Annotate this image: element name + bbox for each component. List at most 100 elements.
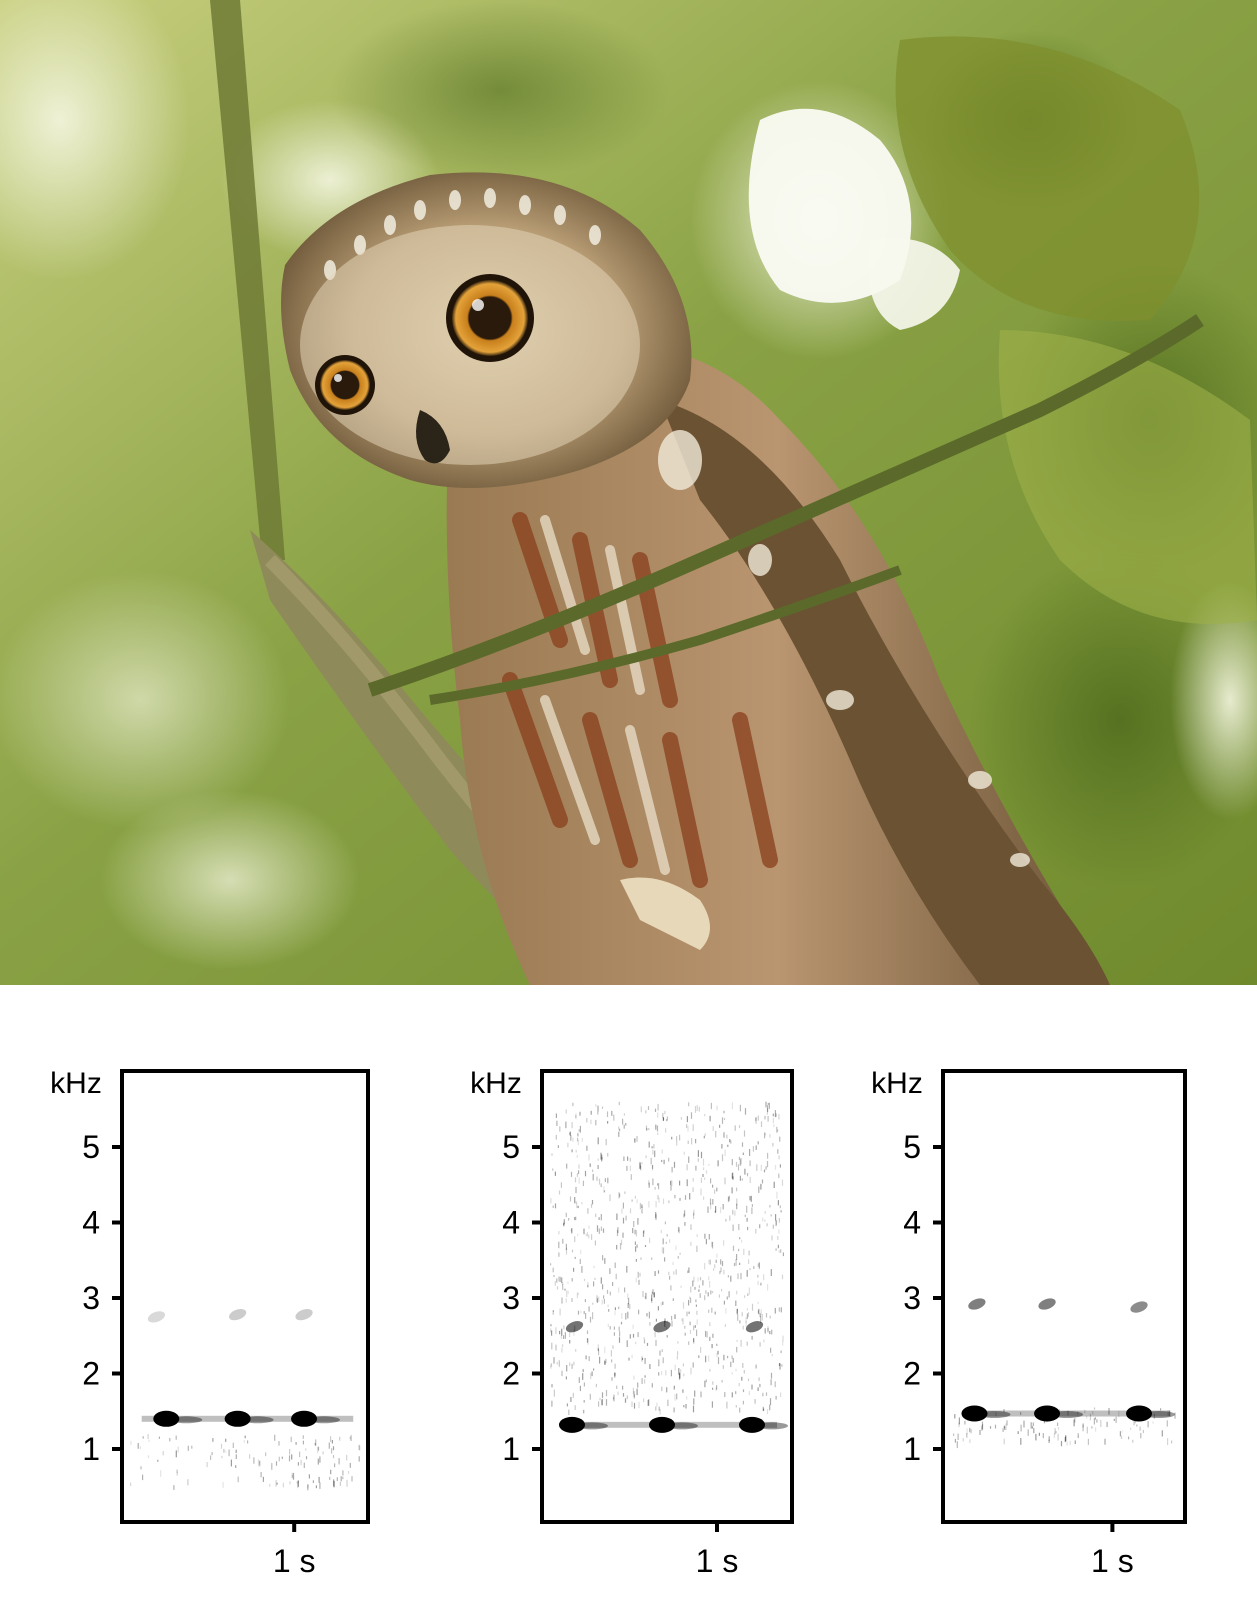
- noise-speck: [622, 1232, 624, 1238]
- noise-speck: [689, 1329, 692, 1334]
- noise-speck: [637, 1218, 639, 1225]
- noise-speck: [575, 1149, 577, 1153]
- noise-speck: [130, 1440, 132, 1445]
- note-mark: [739, 1416, 765, 1433]
- noise-speck: [721, 1144, 723, 1149]
- noise-speck: [771, 1329, 773, 1335]
- noise-speck: [598, 1349, 600, 1356]
- noise-speck: [736, 1203, 738, 1210]
- noise-speck: [243, 1440, 245, 1443]
- noise-speck: [619, 1128, 621, 1132]
- noise-speck: [564, 1288, 566, 1291]
- noise-speck: [774, 1110, 776, 1118]
- noise-speck: [684, 1332, 686, 1336]
- noise-speck: [767, 1284, 769, 1291]
- noise-speck: [732, 1224, 734, 1231]
- noise-speck: [692, 1124, 694, 1131]
- noise-speck: [664, 1257, 666, 1262]
- noise-speck: [745, 1316, 747, 1324]
- noise-speck: [741, 1312, 743, 1317]
- noise-speck: [571, 1278, 573, 1282]
- noise-speck: [574, 1197, 576, 1204]
- noise-speck: [674, 1364, 676, 1371]
- noise-speck: [704, 1177, 706, 1180]
- noise-speck: [571, 1122, 573, 1129]
- noise-speck: [657, 1103, 659, 1111]
- noise-speck: [591, 1200, 594, 1205]
- noise-speck: [694, 1325, 696, 1328]
- noise-speck: [1142, 1429, 1144, 1434]
- noise-speck: [300, 1459, 302, 1466]
- noise-speck: [725, 1308, 727, 1314]
- noise-speck: [727, 1196, 730, 1202]
- noise-speck: [592, 1169, 594, 1172]
- noise-speck: [175, 1450, 177, 1458]
- noise-speck: [693, 1276, 695, 1282]
- noise-speck: [649, 1322, 651, 1326]
- noise-speck: [315, 1439, 317, 1446]
- noise-speck: [627, 1303, 629, 1308]
- noise-speck: [222, 1481, 224, 1488]
- noise-speck: [554, 1281, 556, 1286]
- noise-speck: [954, 1438, 956, 1443]
- noise-speck: [570, 1229, 572, 1232]
- noise-speck: [751, 1204, 753, 1207]
- noise-speck: [598, 1228, 600, 1234]
- noise-speck: [331, 1448, 333, 1454]
- noise-speck: [757, 1310, 759, 1314]
- noise-speck: [766, 1223, 768, 1227]
- noise-speck: [687, 1270, 689, 1274]
- noise-speck: [607, 1323, 609, 1328]
- noise-speck: [596, 1295, 598, 1302]
- noise-speck: [656, 1402, 658, 1407]
- noise-speck: [966, 1428, 968, 1435]
- noise-speck: [582, 1373, 584, 1380]
- noise-speck: [1168, 1410, 1170, 1416]
- noise-speck: [583, 1382, 585, 1387]
- noise-speck: [749, 1149, 751, 1156]
- noise-speck: [1077, 1411, 1079, 1416]
- noise-speck: [1020, 1412, 1022, 1415]
- noise-speck: [568, 1409, 570, 1415]
- noise-speck: [1069, 1440, 1071, 1446]
- noise-speck: [558, 1360, 560, 1367]
- noise-speck: [732, 1209, 734, 1215]
- noise-speck: [760, 1309, 762, 1316]
- noise-speck: [759, 1224, 761, 1229]
- noise-speck: [594, 1277, 596, 1280]
- noise-speck: [553, 1389, 555, 1397]
- noise-speck: [778, 1307, 780, 1312]
- noise-speck: [225, 1438, 227, 1442]
- noise-speck: [770, 1347, 772, 1353]
- noise-speck: [770, 1379, 772, 1386]
- spectrogram-panel-3: kHz 1 2 3 4 5 1 s: [871, 1067, 1187, 1579]
- noise-speck: [716, 1105, 718, 1111]
- noise-speck: [130, 1482, 132, 1486]
- noise-speck: [648, 1182, 650, 1188]
- noise-speck: [953, 1433, 955, 1437]
- noise-speck: [769, 1404, 771, 1411]
- noise-speck: [253, 1457, 255, 1464]
- noise-speck: [340, 1476, 342, 1482]
- noise-speck: [698, 1355, 700, 1358]
- noise-speck: [774, 1165, 777, 1170]
- noise-speck: [704, 1133, 706, 1137]
- noise-speck: [1027, 1429, 1029, 1436]
- noise-speck: [575, 1216, 577, 1221]
- noise-speck: [732, 1245, 735, 1251]
- noise-speck: [550, 1324, 552, 1327]
- harmonic-mark: [968, 1298, 986, 1310]
- noise-speck: [1064, 1437, 1066, 1443]
- noise-speck: [278, 1456, 280, 1462]
- noise-speck: [655, 1214, 657, 1220]
- noise-speck: [704, 1380, 706, 1388]
- time-scale-label: 1 s: [696, 1543, 739, 1579]
- noise-speck: [339, 1481, 341, 1486]
- noise-speck: [592, 1312, 594, 1320]
- noise-speck: [602, 1255, 604, 1261]
- note-mark: [1034, 1405, 1061, 1422]
- noise-speck: [601, 1399, 603, 1406]
- noise-speck: [583, 1400, 585, 1403]
- noise-speck: [1020, 1424, 1022, 1432]
- noise-speck: [782, 1335, 784, 1342]
